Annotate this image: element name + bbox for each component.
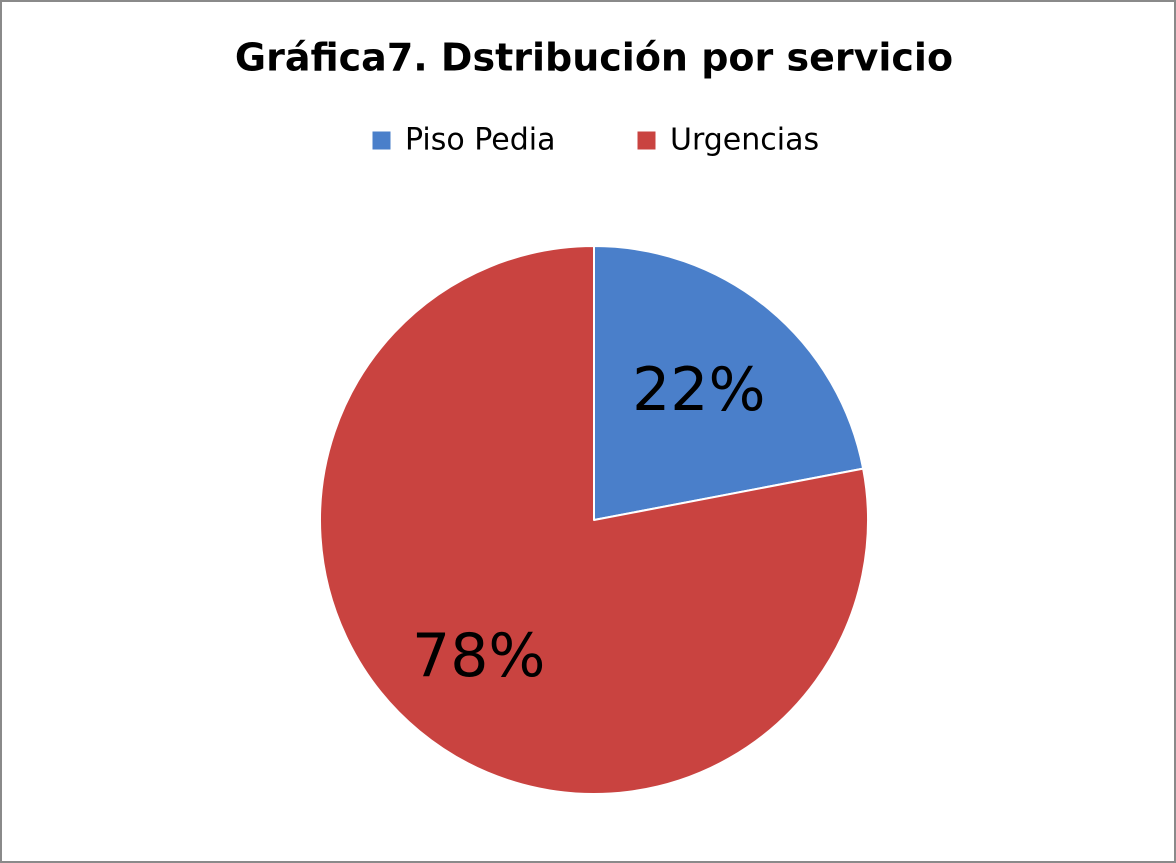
legend-swatch	[371, 130, 392, 151]
chart-title: Gráfica7. Dstribución por servicio	[235, 36, 953, 80]
legend-label: Piso Pedia	[405, 123, 556, 158]
pie-slice	[319, 245, 869, 795]
pie-slice	[593, 245, 865, 521]
legend-label: Urgencias	[670, 123, 819, 158]
legend-swatch	[636, 130, 657, 151]
data-label: 22%	[632, 355, 765, 425]
data-label: 78%	[412, 621, 545, 691]
